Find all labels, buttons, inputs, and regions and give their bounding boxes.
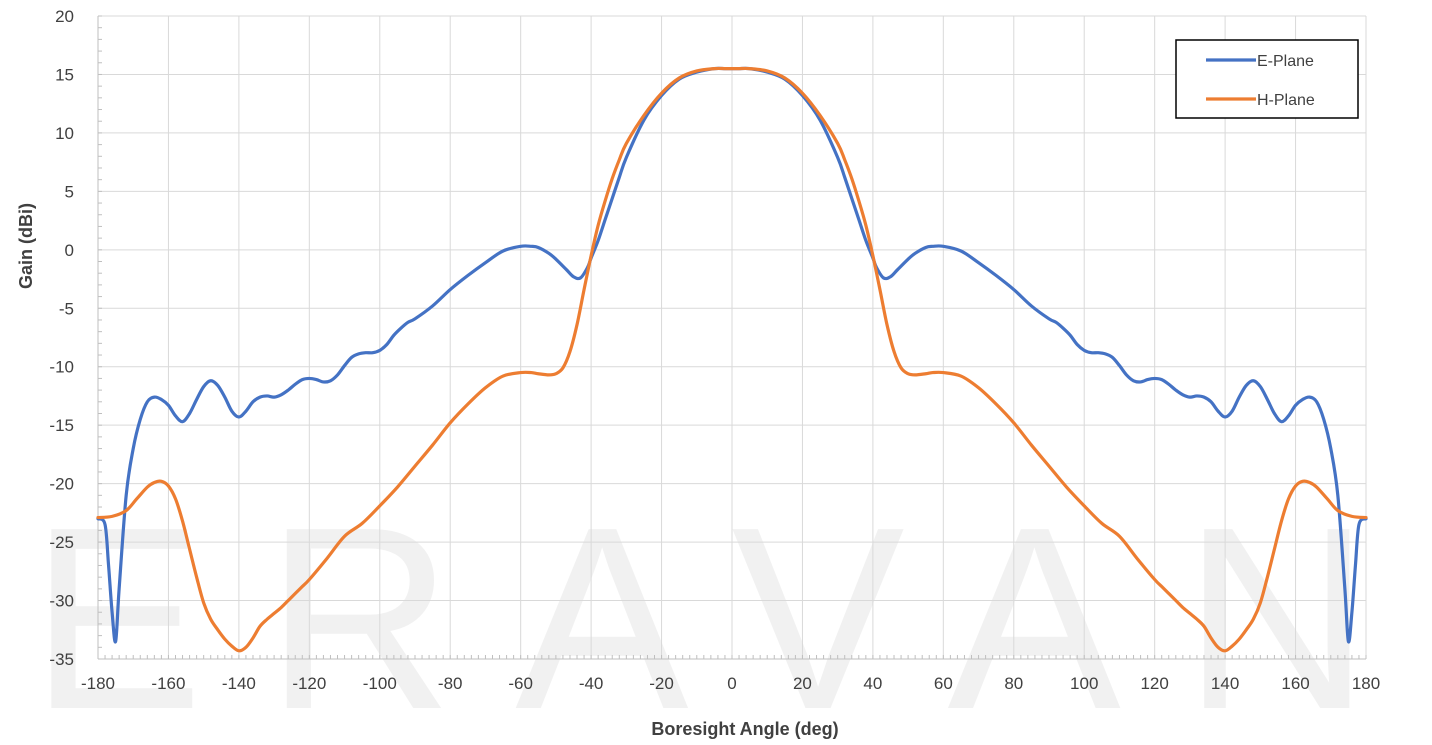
- x-tick-label: 120: [1140, 674, 1168, 693]
- x-tick-label: 180: [1352, 674, 1380, 693]
- y-tick-label: -30: [49, 592, 74, 611]
- x-tick-label: -100: [363, 674, 397, 693]
- x-tick-label: 40: [863, 674, 882, 693]
- x-tick-label: 100: [1070, 674, 1098, 693]
- x-tick-label: 60: [934, 674, 953, 693]
- watermark-text: ERAVANT: [30, 474, 1432, 745]
- x-tick-label: -160: [151, 674, 185, 693]
- h-plane-series-line: [96, 66, 1368, 653]
- y-tick-labels: 20 15 10 5 0 -5 -10 -15 -20 -25 -30 -35: [49, 7, 74, 669]
- y-tick-label: -10: [49, 358, 74, 377]
- x-tick-label: -60: [508, 674, 533, 693]
- legend: E-Plane H-Plane: [1175, 39, 1359, 119]
- x-tick-label: -80: [438, 674, 463, 693]
- y-tick-label: -5: [59, 299, 74, 318]
- legend-label: H-Plane: [1257, 92, 1315, 109]
- x-tick-label: -20: [649, 674, 674, 693]
- series-lines: [96, 66, 1368, 653]
- x-tick-label: -40: [579, 674, 604, 693]
- x-tick-label: -140: [222, 674, 256, 693]
- minor-ticks: [97, 15, 1367, 660]
- x-tick-label: 140: [1211, 674, 1239, 693]
- y-tick-label: -15: [49, 416, 74, 435]
- x-tick-label: 20: [793, 674, 812, 693]
- y-axis-title: Gain (dBi): [16, 203, 36, 289]
- y-tick-label: 5: [65, 182, 74, 201]
- y-tick-label: -20: [49, 475, 74, 494]
- x-tick-label: 160: [1281, 674, 1309, 693]
- x-tick-labels: -180 -160 -140 -120 -100 -80 -60 -40 -20 0 20 40 60 8…: [81, 674, 1380, 693]
- x-tick-label: 0: [727, 674, 736, 693]
- y-tick-label: -25: [49, 533, 74, 552]
- x-tick-label: -120: [292, 674, 326, 693]
- axes: [97, 16, 1366, 660]
- legend-box: [1175, 39, 1359, 119]
- y-tick-label: 0: [65, 241, 74, 260]
- y-tick-label: -35: [49, 650, 74, 669]
- x-axis-title: Boresight Angle (deg): [651, 719, 838, 739]
- legend-label: E-Plane: [1257, 53, 1314, 70]
- x-tick-label: 80: [1004, 674, 1023, 693]
- y-tick-label: 20: [55, 7, 74, 26]
- y-tick-label: 10: [55, 124, 74, 143]
- x-tick-label: -180: [81, 674, 115, 693]
- y-tick-label: 15: [55, 65, 74, 84]
